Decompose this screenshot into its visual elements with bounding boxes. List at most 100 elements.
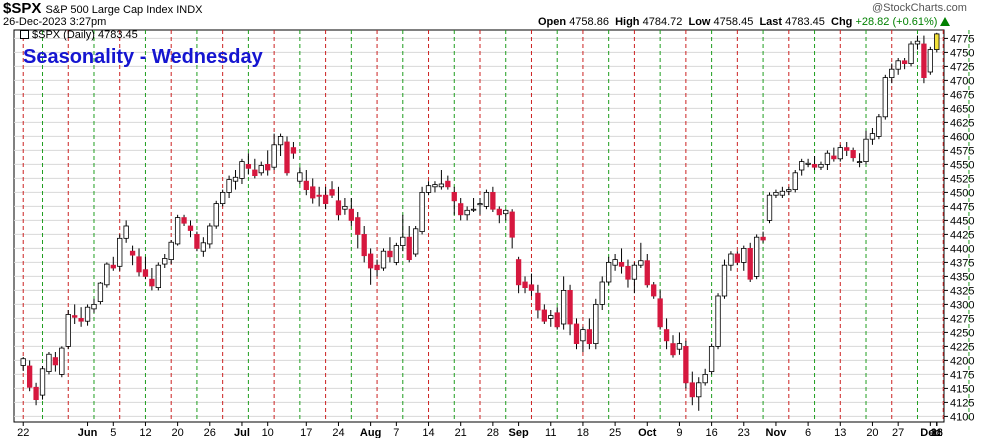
candle-body [908,43,914,65]
candle-body [136,256,142,273]
candle-body [638,260,644,266]
candle-body [78,317,84,322]
candle-body [464,209,470,216]
x-tick-label: 27 [892,427,904,438]
candle-body [72,315,78,318]
candle-body [876,116,882,137]
candle-body [850,149,856,159]
candle-body [361,233,367,257]
candle-body [97,282,104,302]
chart-title: Seasonality - Wednesday [23,46,263,68]
x-tick-label: Aug [360,427,381,438]
candle-body [914,40,921,45]
candle-body [258,165,264,174]
candle-body [322,194,329,204]
y-tick-label: 4400 [950,243,974,255]
candle-body [355,217,361,235]
x-tick-label: 26 [204,427,216,438]
plot-frame [13,29,945,423]
x-tick-label: 11 [545,427,556,438]
candle-body [586,329,593,345]
candle-body [741,247,747,263]
candle-body [232,176,239,182]
candle-body [329,189,335,196]
candle-body [387,250,393,258]
candle-body [277,135,284,146]
candle-body [393,245,400,263]
candle-body [451,191,457,202]
symbol-description: S&P 500 Large Cap Index INDX [45,4,203,16]
candle-body [52,357,59,366]
x-tick-label: 22 [17,427,29,438]
candle-body [39,368,46,396]
candle-body [483,191,490,207]
candle-body [490,191,496,210]
candle-body [91,303,97,310]
y-tick-label: 4500 [950,187,974,199]
y-tick-label: 4625 [950,117,974,129]
symbol: $SPX [3,0,42,17]
open-label: Open [538,16,567,28]
y-tick-label: 4600 [950,131,974,143]
low-value: 4758.45 [713,16,754,28]
x-tick-label: 12 [139,427,151,438]
chg-label: Chg [831,16,853,28]
candle-body [644,260,650,286]
x-tick-label: Nov [766,427,788,438]
candle-body [380,250,387,269]
candle-body [554,312,560,328]
x-tick-label: 7 [393,427,399,438]
last-value: 4783.45 [785,16,825,28]
candle-body [149,278,155,287]
candle-body [760,236,766,241]
candle-body [573,323,580,345]
candle-body [651,284,657,297]
candle-body [934,33,940,50]
candle-body [522,281,528,288]
candle-body [728,253,734,266]
candle-body [46,353,52,372]
candle-body [239,161,245,179]
x-tick-label: 6 [805,427,811,438]
y-tick-label: 4350 [950,271,974,283]
candle-body [882,77,888,118]
candle-body [425,185,432,193]
candle-body [438,183,445,188]
candle-body [766,194,773,221]
x-tick-label: 26 [931,427,943,438]
up-arrow-icon [940,17,950,26]
candle-body [310,186,316,199]
candle-body [104,263,110,286]
y-tick-label: 4700 [950,75,974,87]
candle-body [367,253,374,269]
y-tick-label: 4725 [950,61,974,73]
candle-body [606,261,612,283]
candle-body [528,284,535,291]
y-tick-label: 4375 [950,257,974,269]
candle-body [458,203,464,216]
x-tick-label: 18 [931,427,943,438]
x-tick-label: 10 [262,427,274,438]
candle-body [59,347,65,375]
x-tick-label: Dec [920,427,940,438]
candle-body [342,205,348,210]
candle-body [445,180,451,188]
candle-body [708,345,715,372]
candle-body [779,190,786,196]
candle-body [110,264,116,269]
candle-body [168,241,174,261]
x-tick-label: 24 [332,427,344,438]
candle-body [696,382,702,398]
x-tick-label: 21 [455,427,467,438]
candle-body [194,233,200,249]
chart-date: 26-Dec-2023 3:27pm [3,16,107,28]
candle-body [811,163,818,168]
candle-body [509,211,515,238]
y-tick-label: 4525 [950,173,974,185]
x-tick-label: 20 [171,427,183,438]
candle-body [226,179,232,193]
y-tick-label: 4300 [950,299,974,311]
candle-body [721,264,728,297]
candle-body [33,386,39,400]
